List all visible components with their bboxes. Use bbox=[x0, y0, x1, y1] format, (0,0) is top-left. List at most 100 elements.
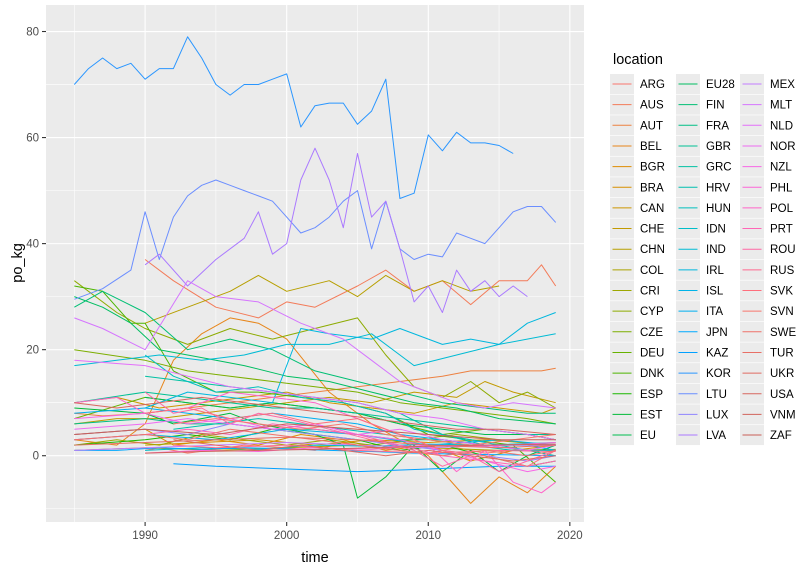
legend-label: NLD bbox=[770, 120, 793, 132]
x-axis-ticks: 1990 2000 2010 2020 bbox=[132, 522, 583, 542]
legend-label: VNM bbox=[770, 409, 796, 421]
legend-label: BRA bbox=[640, 182, 664, 194]
legend-label: NOR bbox=[770, 141, 796, 153]
legend-label: GRC bbox=[706, 162, 732, 174]
series-line-eu28 bbox=[74, 296, 556, 425]
legend-label: KAZ bbox=[706, 347, 728, 359]
legend-label: ROU bbox=[770, 244, 796, 256]
series-line-nld bbox=[74, 359, 556, 441]
series-line-ltu bbox=[74, 179, 557, 300]
legend-label: FRA bbox=[706, 120, 729, 132]
legend-label: CAN bbox=[640, 203, 664, 215]
series-line-vnm bbox=[145, 443, 556, 454]
legend-label: BEL bbox=[640, 141, 662, 153]
series-line-nzl bbox=[74, 412, 556, 473]
series-line-ukr bbox=[173, 439, 556, 462]
legend-label: KOR bbox=[706, 368, 731, 380]
series-lines bbox=[73, 36, 557, 504]
series-line-cze bbox=[74, 349, 556, 425]
legend-label: NZL bbox=[770, 162, 792, 174]
series-line-irl bbox=[144, 312, 556, 409]
legend-label: ITA bbox=[706, 306, 723, 318]
legend-label: CHN bbox=[640, 244, 665, 256]
legend-label: POL bbox=[770, 203, 794, 215]
y-axis-title: po_kg bbox=[10, 243, 26, 283]
legend-label: ARG bbox=[640, 79, 665, 91]
legend-label: CHE bbox=[640, 224, 665, 236]
legend-label: EU28 bbox=[706, 79, 735, 91]
legend-label: HUN bbox=[706, 203, 731, 215]
legend-label: COL bbox=[640, 265, 664, 277]
y-tick-label: 40 bbox=[26, 239, 39, 251]
x-tick-label: 2010 bbox=[415, 530, 441, 542]
legend-title: location bbox=[613, 52, 663, 68]
y-tick-label: 80 bbox=[26, 27, 39, 39]
legend-label: DEU bbox=[640, 347, 664, 359]
legend-label: UKR bbox=[770, 368, 794, 380]
series-line-ind bbox=[74, 333, 556, 367]
series-line-svn bbox=[173, 418, 556, 446]
series-line-isl bbox=[74, 428, 556, 446]
legend-label: FIN bbox=[706, 100, 725, 112]
series-line-mlt bbox=[74, 280, 556, 409]
y-tick-label: 0 bbox=[33, 451, 39, 463]
series-line-rus bbox=[173, 444, 556, 454]
series-line-chn bbox=[144, 274, 500, 324]
legend: ARG AUS AUT BEL BGR BRA CAN CHE CHN COL CRI CYP CZE D… bbox=[610, 74, 797, 446]
legend-label: EST bbox=[640, 409, 662, 421]
series-line-kor bbox=[73, 36, 514, 199]
series-line-lva bbox=[144, 147, 528, 313]
legend-label: ISL bbox=[706, 286, 724, 298]
legend-label: BGR bbox=[640, 162, 665, 174]
legend-label: LVA bbox=[706, 430, 726, 442]
series-line-tur bbox=[74, 436, 556, 449]
y-tick-label: 60 bbox=[26, 133, 39, 145]
y-axis-ticks: 0 20 40 60 80 bbox=[26, 27, 46, 463]
legend-label: CRI bbox=[640, 286, 660, 298]
legend-label: SWE bbox=[770, 327, 797, 339]
x-tick-label: 2020 bbox=[557, 530, 583, 542]
legend-label: AUS bbox=[640, 100, 664, 112]
legend-label: PRT bbox=[770, 224, 793, 236]
legend-label: ESP bbox=[640, 389, 663, 401]
series-line-est bbox=[74, 407, 556, 499]
series-line-aus bbox=[144, 259, 557, 319]
series-line-cyp bbox=[74, 280, 556, 409]
series-line-cri bbox=[74, 434, 542, 446]
legend-label: DNK bbox=[640, 368, 665, 380]
series-line-prt bbox=[74, 423, 556, 467]
legend-label: IND bbox=[706, 244, 726, 256]
legend-label: LTU bbox=[706, 389, 727, 401]
legend-label: MEX bbox=[770, 79, 795, 91]
series-line-can bbox=[74, 391, 556, 414]
legend-label: SVK bbox=[770, 286, 793, 298]
legend-label: HRV bbox=[706, 182, 730, 194]
legend-label: LUX bbox=[706, 409, 729, 421]
legend-label: RUS bbox=[770, 265, 795, 277]
x-axis-title: time bbox=[301, 550, 328, 566]
series-line-zaf bbox=[74, 423, 556, 441]
series-line-lux bbox=[74, 423, 556, 462]
series-line-bel bbox=[74, 317, 557, 504]
legend-label: TUR bbox=[770, 347, 794, 359]
series-line-swe bbox=[74, 428, 556, 457]
legend-label: SVN bbox=[770, 306, 794, 318]
legend-label: EU bbox=[640, 430, 656, 442]
legend-label: AUT bbox=[640, 120, 663, 132]
legend-label: ZAF bbox=[770, 430, 792, 442]
y-tick-label: 20 bbox=[26, 345, 39, 357]
legend-label: PHL bbox=[770, 182, 793, 194]
legend-label: IRL bbox=[706, 265, 725, 277]
legend-label: IDN bbox=[706, 224, 726, 236]
legend-label: MLT bbox=[770, 100, 792, 112]
legend-label: JPN bbox=[706, 327, 728, 339]
x-tick-label: 1990 bbox=[132, 530, 158, 542]
legend-label: USA bbox=[770, 389, 794, 401]
series-line-usa bbox=[74, 396, 556, 435]
legend-label: CZE bbox=[640, 327, 663, 339]
x-tick-label: 2000 bbox=[274, 530, 300, 542]
legend-label: CYP bbox=[640, 306, 664, 318]
series-line-rou bbox=[144, 391, 556, 473]
legend-label: GBR bbox=[706, 141, 731, 153]
